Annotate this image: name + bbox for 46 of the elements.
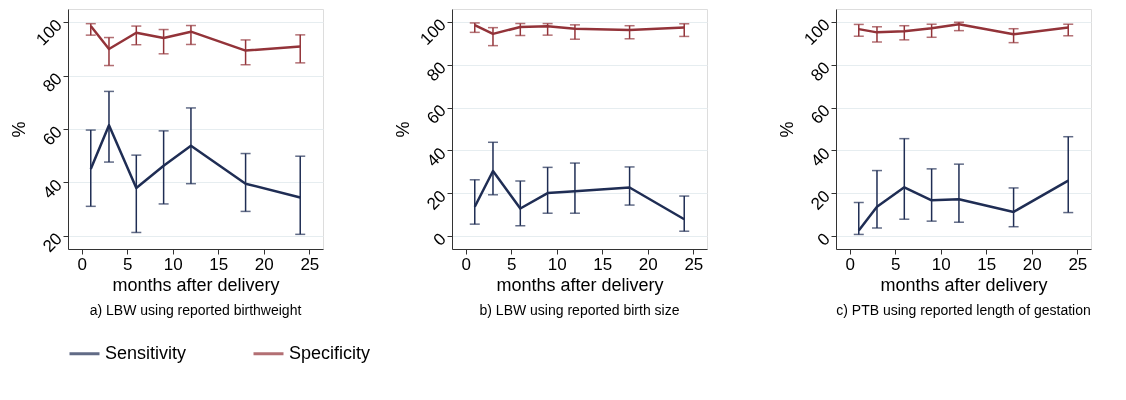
x-tick-label: 5	[122, 254, 133, 274]
x-tick-label: 10	[547, 254, 567, 274]
x-axis-title: months after delivery	[496, 274, 664, 295]
y-axis-title: %	[777, 121, 798, 138]
y-axis-title: %	[393, 121, 414, 138]
x-tick-label: 25	[300, 254, 320, 274]
x-tick-label: 25	[684, 254, 704, 274]
x-tick-label: 20	[254, 254, 274, 274]
y-axis-title: %	[9, 121, 30, 138]
x-tick-label: 10	[163, 254, 183, 274]
text: a) LBW using reported birthweight	[89, 302, 302, 318]
x-tick-label: 0	[77, 254, 87, 274]
y-tick-label: 80	[39, 69, 66, 96]
y-tick-label: 60	[807, 101, 834, 128]
legend-label: Sensitivity	[105, 342, 187, 363]
x-tick-label: 0	[461, 254, 471, 274]
text: c) PTB using reported length of gestation	[836, 302, 1091, 318]
x-tick-label: 15	[977, 254, 997, 274]
y-tick-label: 20	[807, 186, 834, 214]
x-axis-title: months after delivery	[880, 274, 1048, 295]
y-tick-label: 60	[423, 101, 450, 128]
x-axis-title: months after delivery	[112, 274, 280, 295]
y-tick-label: 0	[429, 229, 450, 250]
y-tick-label: 60	[39, 122, 66, 150]
x-tick-label: 20	[638, 254, 658, 274]
x-tick-label: 20	[1022, 254, 1042, 274]
legend-label: Specificity	[289, 342, 371, 363]
x-tick-label: 10	[931, 254, 951, 274]
y-tick-label: 100	[800, 15, 834, 49]
y-tick-label: 40	[807, 143, 834, 171]
y-tick-label: 80	[807, 58, 834, 85]
x-tick-label: 0	[845, 254, 855, 274]
x-tick-label: 15	[593, 254, 613, 274]
y-tick-label: 20	[423, 186, 450, 214]
x-tick-label: 15	[209, 254, 229, 274]
y-tick-label: 100	[32, 15, 66, 50]
y-tick-label: 100	[416, 15, 450, 49]
x-tick-label: 5	[506, 254, 517, 274]
y-tick-label: 40	[39, 175, 66, 203]
y-tick-label: 80	[423, 58, 450, 85]
x-tick-label: 5	[890, 254, 901, 274]
y-tick-label: 20	[39, 229, 66, 256]
y-tick-label: 40	[423, 143, 450, 171]
text: b) LBW using reported birth size	[479, 302, 680, 318]
y-tick-label: 0	[813, 229, 834, 250]
x-tick-label: 25	[1068, 254, 1088, 274]
